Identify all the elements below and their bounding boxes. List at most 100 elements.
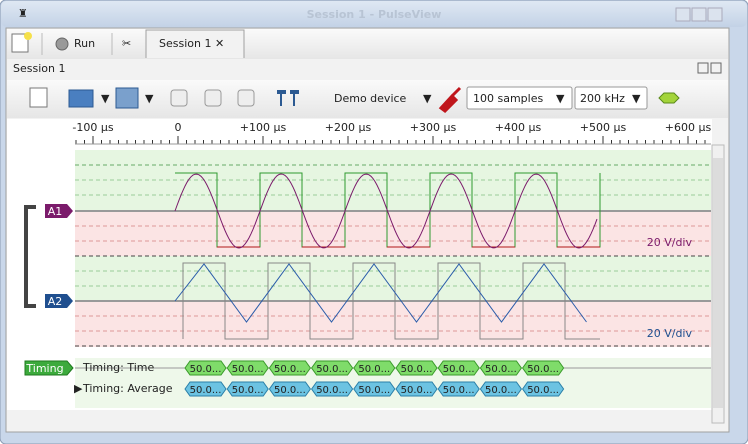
annotation-box — [310, 360, 354, 376]
decoder-label[interactable]: Timing — [25, 362, 63, 375]
annotation-box — [226, 381, 269, 397]
a2-scale: 20 V/div — [647, 327, 693, 340]
open-button[interactable] — [68, 89, 94, 108]
window-controls — [675, 7, 723, 22]
annotation-text: 50.0... — [358, 364, 390, 375]
annotation-text: 50.0... — [190, 385, 222, 396]
session-title: Session 1 — [13, 62, 65, 75]
expand-arrow[interactable]: ▶ — [74, 382, 83, 395]
decoder-row-name: Timing: Average — [82, 382, 173, 395]
annotation-text: 50.0... — [443, 364, 475, 375]
ruler-label: -100 µs — [72, 121, 113, 134]
rate-combo[interactable] — [574, 86, 648, 110]
open-menu-arrow[interactable]: ▼ — [101, 92, 110, 105]
settings-button[interactable]: ✂ — [122, 37, 131, 50]
annotation-box — [395, 360, 438, 376]
minimize-button[interactable] — [675, 7, 691, 22]
new-session-button[interactable] — [11, 33, 29, 53]
a1-label[interactable]: A1 — [48, 205, 63, 218]
annotation-box — [184, 381, 227, 397]
a2-logic-wave — [182, 262, 600, 340]
annotation-text: 50.0... — [443, 385, 475, 396]
annotation-box — [437, 381, 480, 397]
annotation-text: 50.0... — [190, 364, 222, 375]
rate-arrow[interactable]: ▼ — [632, 92, 641, 105]
annotation-box — [521, 360, 565, 376]
annotation-text: 50.0... — [527, 385, 559, 396]
annotation-text: 50.0... — [274, 385, 306, 396]
annotation-text: 50.0... — [232, 385, 264, 396]
a2-tag[interactable] — [45, 294, 73, 308]
zoom-fit-button[interactable] — [237, 89, 255, 107]
decoder-button[interactable] — [658, 92, 680, 104]
app-icon: ♜ — [18, 7, 28, 20]
float-button[interactable] — [697, 62, 709, 74]
run-icon[interactable] — [55, 37, 69, 51]
close-button[interactable] — [707, 7, 723, 22]
samples-arrow[interactable]: ▼ — [556, 92, 565, 105]
ruler-label: +200 µs — [325, 121, 372, 134]
annotation-text: 50.0... — [527, 364, 559, 375]
ruler: -100 µs 0 +100 µs +200 µs +300 µs +400 µs +500… — [72, 121, 712, 145]
ruler-label: +400 µs — [495, 121, 542, 134]
annotation-text: 50.0... — [485, 364, 517, 375]
annotation-box — [479, 381, 523, 397]
a2-low-band — [75, 301, 711, 347]
ruler-label: +500 µs — [580, 121, 627, 134]
a1-analog-wave — [174, 173, 598, 249]
session-tab-label[interactable]: Session 1 — [159, 37, 211, 50]
decoder-tag[interactable] — [24, 360, 74, 376]
rate-value[interactable]: 200 kHz — [580, 92, 625, 105]
save-menu-arrow[interactable]: ▼ — [145, 92, 154, 105]
run-button[interactable]: Run — [74, 37, 95, 50]
tab-bar — [7, 29, 728, 59]
annotation-box — [353, 381, 396, 397]
a2-analog-wave — [174, 263, 587, 323]
tab-close-button[interactable]: ✕ — [215, 37, 224, 50]
samples-combo[interactable] — [466, 86, 573, 110]
annotation-box — [353, 360, 396, 376]
a1-tag[interactable] — [45, 204, 73, 218]
device-menu-arrow[interactable]: ▼ — [423, 92, 432, 105]
cursor-button[interactable] — [277, 90, 299, 106]
annotation-box — [521, 381, 565, 397]
annotation-text: 50.0... — [401, 364, 433, 375]
channel-group-bracket — [24, 205, 36, 308]
annotation-box — [226, 360, 269, 376]
annotation-text: 50.0... — [401, 385, 433, 396]
zoom-out-button[interactable] — [204, 89, 222, 107]
new-view-button[interactable] — [29, 87, 48, 108]
zoom-in-button[interactable] — [170, 89, 188, 107]
annotation-text: 50.0... — [316, 364, 348, 375]
save-button[interactable] — [115, 87, 139, 109]
scrollbar-thumb[interactable] — [713, 158, 723, 408]
waveforms — [174, 172, 601, 340]
ruler-label: +100 µs — [240, 121, 287, 134]
device-selector[interactable]: Demo device — [334, 92, 407, 105]
annotation-box — [268, 381, 312, 397]
annotation-text: 50.0... — [232, 364, 264, 375]
samples-value[interactable]: 100 samples — [473, 92, 543, 105]
ruler-label: 0 — [175, 121, 182, 134]
annotation-box — [184, 360, 227, 376]
annotation-box — [395, 381, 438, 397]
annotations: 50.0... 50.0... 50.0... 50.0... 50.0... 50.0.… — [184, 360, 565, 397]
window-title: Session 1 - PulseView — [307, 8, 442, 21]
annotation-box — [310, 381, 354, 397]
new-icon-star — [24, 32, 32, 40]
a2-label[interactable]: A2 — [48, 295, 63, 308]
a1-scale: 20 V/div — [647, 236, 693, 249]
annotation-text: 50.0... — [316, 385, 348, 396]
annotation-text: 50.0... — [358, 385, 390, 396]
close-dock-button[interactable] — [710, 62, 722, 74]
maximize-button[interactable] — [691, 7, 707, 22]
probe-button[interactable] — [438, 86, 462, 113]
ruler-label: +600 µs — [665, 121, 712, 134]
annotation-box — [479, 360, 523, 376]
annotation-box — [268, 360, 312, 376]
session-tab[interactable] — [145, 29, 245, 58]
a1-low-band — [75, 210, 711, 256]
decoder-row-name: Timing: Time — [82, 361, 155, 374]
title-bar — [1, 1, 747, 27]
